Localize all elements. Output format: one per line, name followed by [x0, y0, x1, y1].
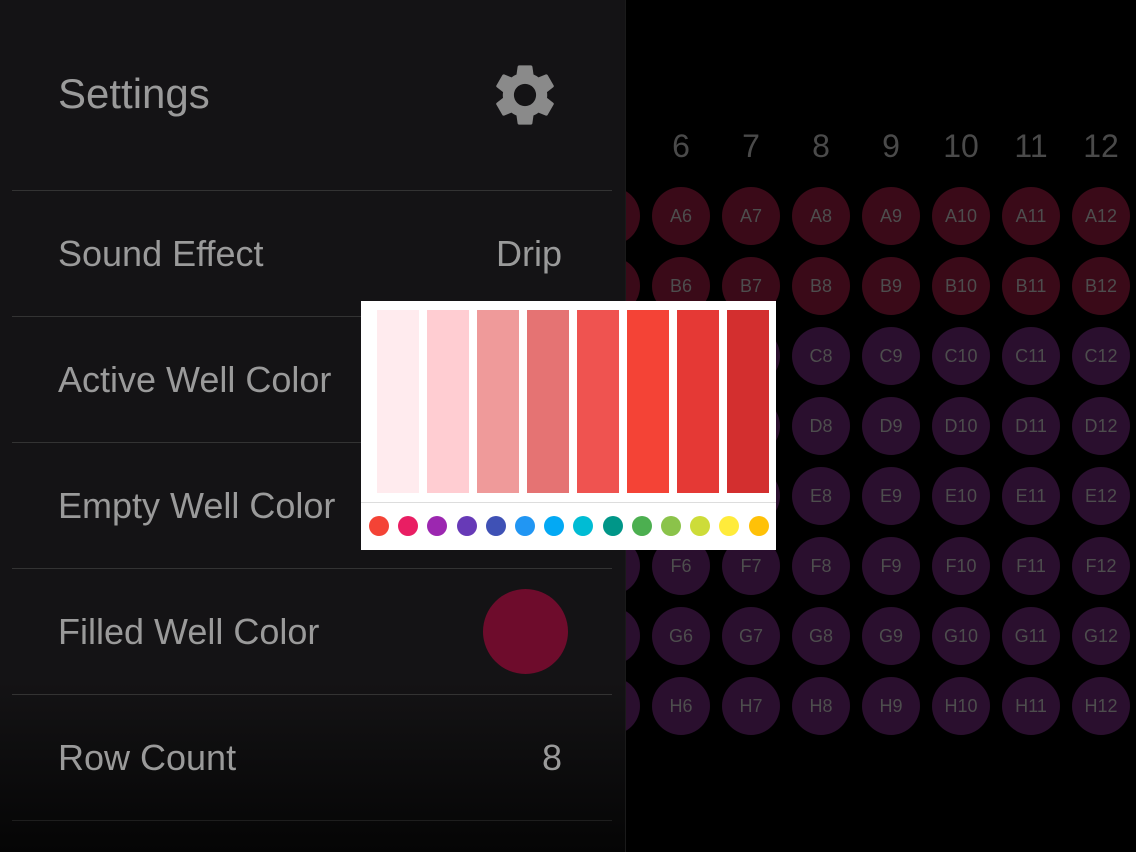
well[interactable]: H6: [652, 677, 710, 735]
hue-swatch[interactable]: [690, 516, 711, 536]
well[interactable]: F10: [932, 537, 990, 595]
well[interactable]: H7: [722, 677, 780, 735]
settings-title: Settings: [58, 70, 210, 117]
well[interactable]: A10: [932, 187, 990, 245]
well[interactable]: G12: [1072, 607, 1130, 665]
well[interactable]: H10: [932, 677, 990, 735]
hue-swatch[interactable]: [398, 516, 419, 536]
well[interactable]: C8: [792, 327, 850, 385]
column-header: 9: [882, 128, 900, 164]
divider: [361, 502, 776, 503]
sound-effect-row[interactable]: Sound Effect Drip: [12, 190, 612, 317]
well[interactable]: B8: [792, 257, 850, 315]
well[interactable]: E9: [862, 467, 920, 525]
column-header: 6: [672, 128, 690, 164]
well[interactable]: H8: [792, 677, 850, 735]
well[interactable]: H9: [862, 677, 920, 735]
well[interactable]: G9: [862, 607, 920, 665]
well[interactable]: E10: [932, 467, 990, 525]
well[interactable]: B10: [932, 257, 990, 315]
well[interactable]: D11: [1002, 397, 1060, 455]
gear-icon[interactable]: [488, 58, 562, 132]
filled-color-swatch[interactable]: [483, 589, 568, 674]
well[interactable]: B11: [1002, 257, 1060, 315]
hue-swatch[interactable]: [661, 516, 681, 536]
filled-well-color-row[interactable]: Filled Well Color: [12, 568, 612, 695]
well[interactable]: C12: [1072, 327, 1130, 385]
shade-swatch[interactable]: [427, 310, 469, 493]
hue-swatch[interactable]: [748, 516, 769, 536]
well[interactable]: G6: [652, 607, 710, 665]
well[interactable]: A7: [722, 187, 780, 245]
well[interactable]: G10: [932, 607, 990, 665]
well[interactable]: D8: [792, 397, 850, 455]
row-value: 8: [541, 737, 562, 778]
shade-swatch[interactable]: [627, 310, 669, 493]
hue-swatch[interactable]: [602, 516, 623, 536]
row-value: Drip: [495, 233, 562, 274]
hue-swatch[interactable]: [544, 516, 565, 536]
hue-swatch[interactable]: [573, 516, 594, 536]
hue-swatch[interactable]: [631, 516, 652, 536]
column-header: 10: [943, 128, 979, 164]
shade-swatch[interactable]: [527, 310, 569, 493]
well[interactable]: C10: [932, 327, 990, 385]
hue-swatch[interactable]: [719, 516, 740, 536]
well[interactable]: E8: [792, 467, 850, 525]
well[interactable]: F12: [1072, 537, 1130, 595]
well[interactable]: C11: [1002, 327, 1060, 385]
shade-swatch[interactable]: [477, 310, 519, 493]
well[interactable]: E12: [1072, 467, 1130, 525]
row-label: Sound Effect: [58, 233, 264, 274]
active-well-color-row[interactable]: Active Well Color: [12, 316, 612, 443]
shade-swatch[interactable]: [727, 310, 769, 493]
shade-swatch[interactable]: [677, 310, 719, 493]
shade-swatch[interactable]: [377, 310, 419, 493]
row-label: Active Well Color: [58, 359, 332, 400]
color-picker-popover: [361, 301, 776, 550]
well[interactable]: C9: [862, 327, 920, 385]
well[interactable]: A12: [1072, 187, 1130, 245]
empty-well-color-row[interactable]: Empty Well Color: [12, 442, 612, 569]
hue-swatch[interactable]: [369, 516, 389, 536]
well[interactable]: A9: [862, 187, 920, 245]
column-header: 8: [812, 128, 830, 164]
well[interactable]: G7: [722, 607, 780, 665]
well[interactable]: D10: [932, 397, 990, 455]
divider: [12, 820, 612, 851]
row-label: Row Count: [58, 737, 237, 778]
row-label: Filled Well Color: [58, 611, 320, 652]
well[interactable]: E11: [1002, 467, 1060, 525]
column-header: 12: [1083, 128, 1119, 164]
well[interactable]: B12: [1072, 257, 1130, 315]
row-count-row[interactable]: Row Count 8: [12, 694, 612, 821]
well[interactable]: D9: [862, 397, 920, 455]
hue-swatch[interactable]: [427, 516, 448, 536]
column-header: 7: [742, 128, 760, 164]
shade-swatch[interactable]: [577, 310, 619, 493]
column-header: 11: [1014, 128, 1048, 164]
well[interactable]: A8: [792, 187, 850, 245]
well[interactable]: A6: [652, 187, 710, 245]
row-label: Empty Well Color: [58, 485, 336, 526]
well[interactable]: H12: [1072, 677, 1130, 735]
well[interactable]: D12: [1072, 397, 1130, 455]
hue-swatch[interactable]: [515, 516, 535, 536]
well[interactable]: F9: [862, 537, 920, 595]
well[interactable]: H11: [1002, 677, 1060, 735]
hue-swatch[interactable]: [456, 516, 477, 536]
well[interactable]: F11: [1002, 537, 1060, 595]
well[interactable]: F8: [792, 537, 850, 595]
well[interactable]: B9: [862, 257, 920, 315]
well[interactable]: A11: [1002, 187, 1060, 245]
well[interactable]: G11: [1002, 607, 1060, 665]
hue-swatch[interactable]: [485, 516, 506, 536]
well[interactable]: G8: [792, 607, 850, 665]
